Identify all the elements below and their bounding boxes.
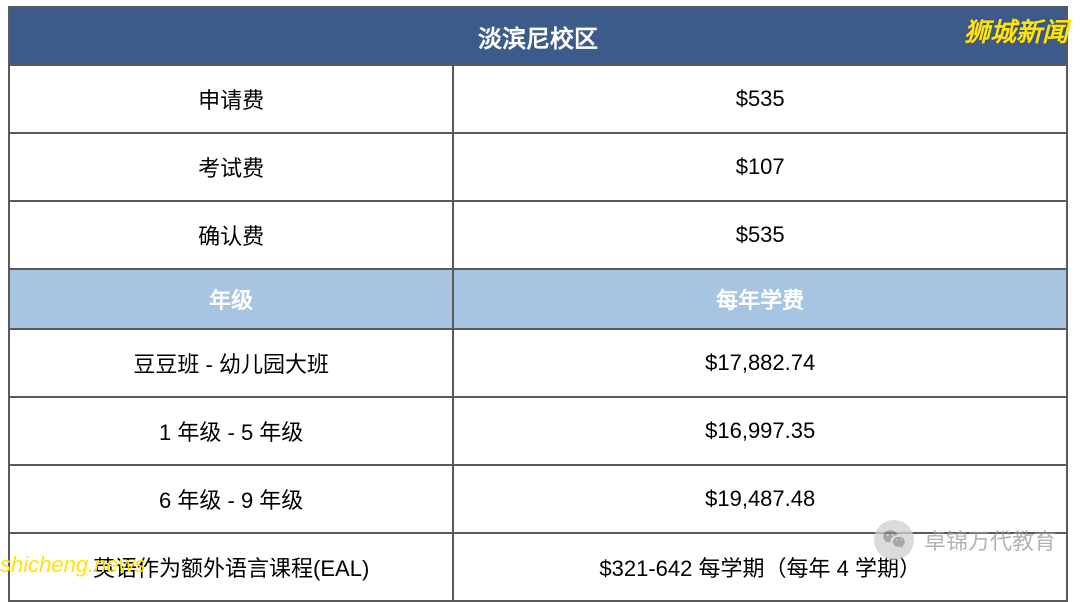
- grade-cell: 1 年级 - 5 年级: [9, 397, 453, 465]
- wechat-icon: [874, 520, 914, 560]
- tuition-row: 1 年级 - 5 年级 $16,997.35: [9, 397, 1067, 465]
- table-header-row: 淡滨尼校区: [9, 7, 1067, 65]
- watermark-bottom-left: shicheng.news: [0, 552, 146, 578]
- grade-cell: 6 年级 - 9 年级: [9, 465, 453, 533]
- fee-row: 申请费 $535: [9, 65, 1067, 133]
- fee-table: 淡滨尼校区 申请费 $535 考试费 $107 确认费 $535 年级 每年学费…: [8, 6, 1068, 602]
- fee-value: $535: [453, 65, 1067, 133]
- fee-label: 确认费: [9, 201, 453, 269]
- watermark-top-right: 狮城新闻: [964, 12, 1068, 49]
- fee-label: 申请费: [9, 65, 453, 133]
- tuition-row: 豆豆班 - 幼儿园大班 $17,882.74: [9, 329, 1067, 397]
- watermark-bottom-right: 卓锦万代教育: [874, 520, 1056, 560]
- fee-value: $107: [453, 133, 1067, 201]
- campus-title: 淡滨尼校区: [9, 7, 1067, 65]
- amount-cell: $16,997.35: [453, 397, 1067, 465]
- fee-row: 确认费 $535: [9, 201, 1067, 269]
- watermark-br-text: 卓锦万代教育: [924, 524, 1056, 556]
- fee-value: $535: [453, 201, 1067, 269]
- tuition-header: 每年学费: [453, 269, 1067, 329]
- amount-cell: $17,882.74: [453, 329, 1067, 397]
- grade-header: 年级: [9, 269, 453, 329]
- grade-cell: 豆豆班 - 幼儿园大班: [9, 329, 453, 397]
- subheader-row: 年级 每年学费: [9, 269, 1067, 329]
- fee-row: 考试费 $107: [9, 133, 1067, 201]
- fee-label: 考试费: [9, 133, 453, 201]
